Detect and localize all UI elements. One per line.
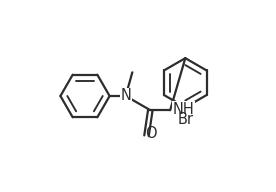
Text: O: O (145, 126, 156, 141)
Text: Br: Br (177, 112, 193, 127)
Text: N: N (120, 89, 131, 103)
Text: NH: NH (173, 102, 195, 117)
